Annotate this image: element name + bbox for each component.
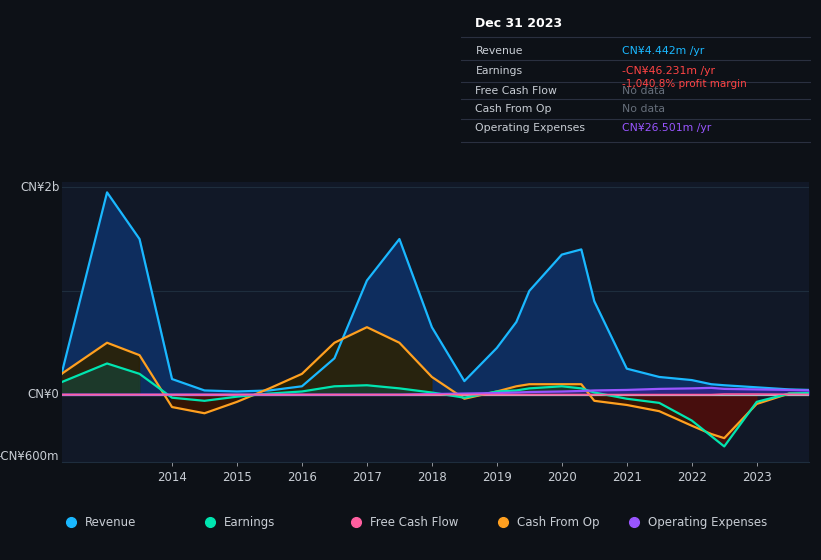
- Text: CN¥4.442m /yr: CN¥4.442m /yr: [622, 46, 704, 56]
- Text: No data: No data: [622, 86, 665, 96]
- Text: Operating Expenses: Operating Expenses: [475, 123, 585, 133]
- Text: CN¥26.501m /yr: CN¥26.501m /yr: [622, 123, 712, 133]
- Text: -CN¥600m: -CN¥600m: [0, 450, 59, 463]
- Text: CN¥0: CN¥0: [28, 388, 59, 401]
- Text: -1,040.8% profit margin: -1,040.8% profit margin: [622, 79, 747, 88]
- Text: Earnings: Earnings: [224, 516, 275, 529]
- Text: -CN¥46.231m /yr: -CN¥46.231m /yr: [622, 66, 715, 76]
- Text: Operating Expenses: Operating Expenses: [649, 516, 768, 529]
- Text: Dec 31 2023: Dec 31 2023: [475, 17, 562, 30]
- Text: Cash From Op: Cash From Op: [475, 104, 552, 114]
- Text: CN¥2b: CN¥2b: [20, 181, 59, 194]
- Text: Cash From Op: Cash From Op: [517, 516, 599, 529]
- Text: Revenue: Revenue: [475, 46, 523, 56]
- Text: Free Cash Flow: Free Cash Flow: [370, 516, 459, 529]
- Text: Revenue: Revenue: [85, 516, 136, 529]
- Text: Free Cash Flow: Free Cash Flow: [475, 86, 557, 96]
- Text: Earnings: Earnings: [475, 66, 522, 76]
- Text: No data: No data: [622, 104, 665, 114]
